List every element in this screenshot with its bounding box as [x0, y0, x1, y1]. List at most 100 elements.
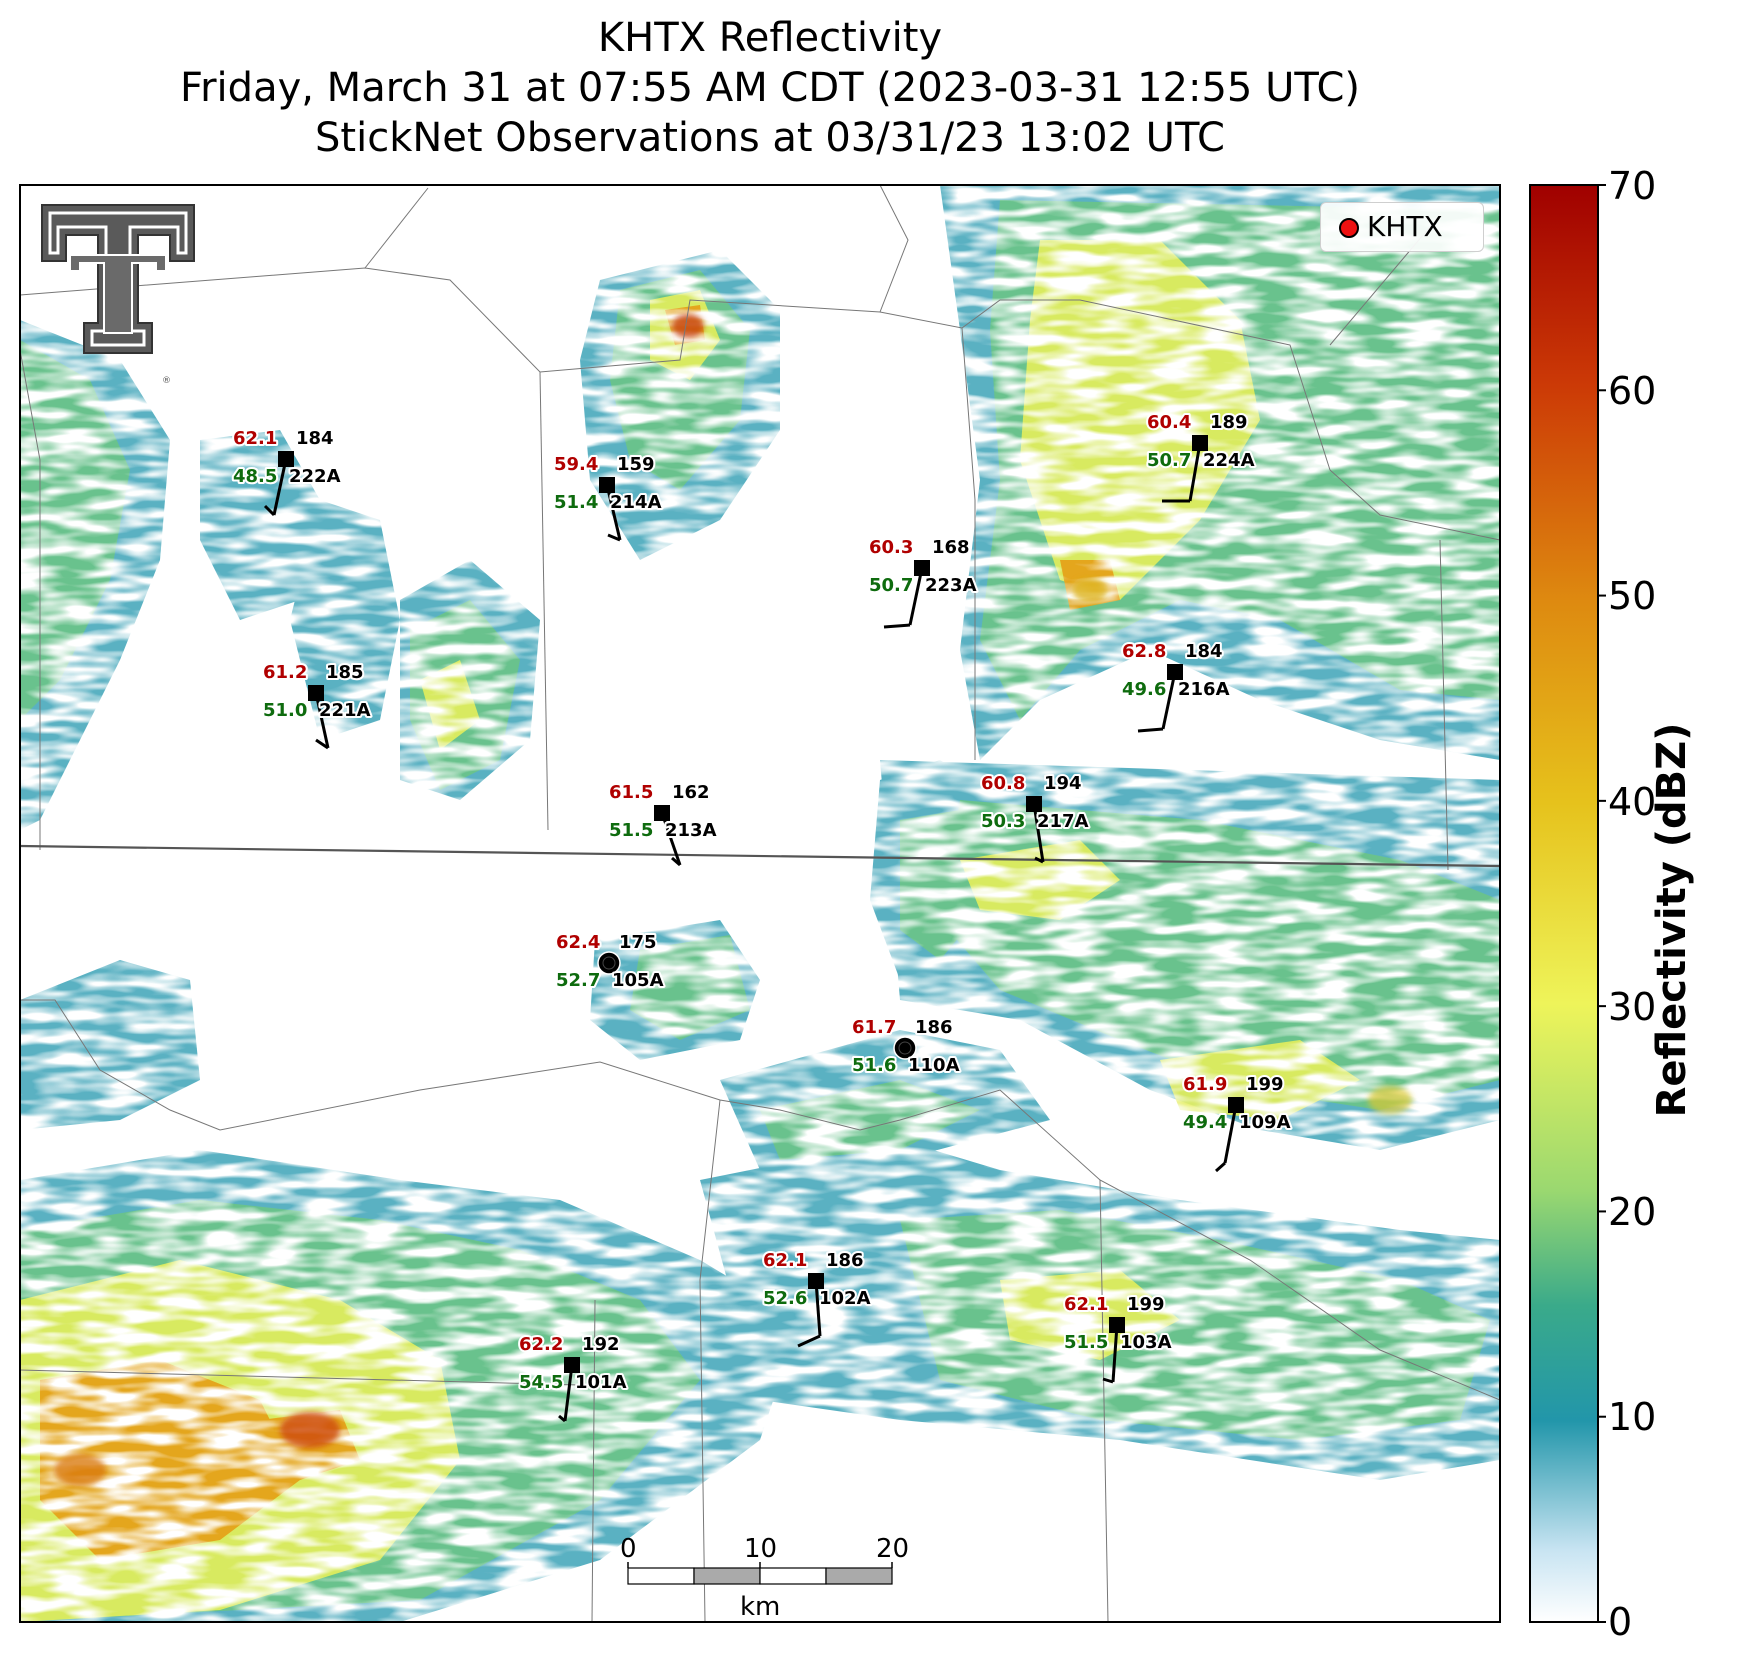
station-id: 216A: [1178, 679, 1230, 700]
svg-text:®: ®: [162, 376, 171, 386]
colorbar-tick-20: 20: [1608, 1190, 1657, 1234]
wind-barb-flag: [1215, 1161, 1226, 1173]
station-223A: 60.3 168 50.7 223A: [867, 535, 979, 629]
station-dewpoint: 48.5: [233, 466, 277, 487]
station-id: 221A: [319, 700, 371, 721]
station-marker-icon: [1167, 664, 1183, 680]
station-marker-icon: [1109, 1317, 1125, 1333]
wind-barb-flag: [671, 856, 681, 867]
reflectivity-layer: [20, 185, 1500, 1622]
station-wind-direction: 199: [1127, 1294, 1165, 1315]
scale-tick-0: 0: [620, 1534, 637, 1564]
colorbar: [1529, 184, 1606, 1623]
station-wind-direction: 192: [582, 1334, 620, 1355]
station-wind-direction: 194: [1044, 773, 1082, 794]
station-101A: 62.2 192 54.5 101A: [517, 1332, 629, 1423]
station-222A: 62.1 184 48.5 222A: [231, 426, 343, 517]
station-marker-icon: [1192, 435, 1208, 451]
texas-tech-double-t-logo: ®: [41, 204, 195, 386]
station-id: 102A: [819, 1288, 871, 1309]
colorbar-tick-10: 10: [1608, 1395, 1657, 1439]
scale-tick-20: 20: [876, 1534, 910, 1564]
station-id: 224A: [1203, 450, 1255, 471]
station-temperature: 60.3: [869, 537, 913, 558]
wind-barb: [814, 1280, 822, 1337]
station-marker-icon: [914, 560, 930, 576]
wind-barb-flag: [607, 533, 621, 542]
station-216A: 62.8 184 49.6 216A: [1120, 639, 1232, 733]
station-temperature: 62.4: [556, 932, 600, 953]
station-wind-direction: 159: [617, 454, 655, 475]
scale-unit: km: [740, 1592, 781, 1622]
station-213A: 61.5 162 51.5 213A: [607, 780, 719, 867]
wind-barb-flag: [263, 504, 276, 517]
legend: KHTX: [1320, 202, 1484, 252]
wind-barb-flag: [883, 623, 911, 629]
wind-barb-flag: [1034, 856, 1044, 864]
khtx-marker-icon: [1339, 218, 1359, 238]
station-temperature: 62.8: [1122, 641, 1166, 662]
station-calm-marker-icon: [597, 951, 621, 975]
station-id: 213A: [665, 820, 717, 841]
station-dewpoint: 50.7: [1147, 450, 1191, 471]
station-temperature: 59.4: [554, 454, 598, 475]
station-dewpoint: 54.5: [519, 1372, 563, 1393]
legend-label: KHTX: [1367, 210, 1443, 243]
station-marker-icon: [654, 805, 670, 821]
wind-barb: [660, 812, 682, 866]
station-dewpoint: 52.7: [556, 970, 600, 991]
wind-barb-flag: [797, 1334, 821, 1348]
station-temperature: 61.5: [609, 782, 653, 803]
station-marker-icon: [564, 1357, 580, 1373]
station-dewpoint: 51.0: [263, 700, 307, 721]
wind-barb: [908, 567, 924, 626]
wind-barb-flag: [315, 738, 329, 750]
calm-ring-icon: [898, 1041, 912, 1055]
station-temperature: 62.1: [233, 428, 277, 449]
station-id: 103A: [1120, 1332, 1172, 1353]
highway-line: [20, 844, 1500, 868]
station-214A: 59.4 159 51.4 214A: [552, 452, 664, 542]
scale-tick-10: 10: [744, 1534, 778, 1564]
station-wind-direction: 189: [1210, 412, 1248, 433]
station-221A: 61.2 185 51.0 221A: [261, 660, 373, 750]
station-temperature: 61.2: [263, 662, 307, 683]
scale-bar: [627, 1562, 893, 1585]
station-dewpoint: 51.5: [1064, 1332, 1108, 1353]
map-frame: [19, 184, 1501, 1623]
station-id: 222A: [289, 466, 341, 487]
title-line-2: Friday, March 31 at 07:55 AM CDT (2023-0…: [180, 65, 1360, 111]
station-110A: 61.7 186 51.6 110A: [850, 1015, 962, 1078]
wind-barb: [1032, 803, 1045, 863]
station-224A: 60.4 189 50.7 224A: [1145, 410, 1257, 503]
station-id: 105A: [612, 970, 664, 991]
colorbar-tick-70: 70: [1608, 164, 1657, 208]
title-line-1: KHTX Reflectivity: [597, 15, 943, 61]
station-marker-icon: [599, 477, 615, 493]
station-wind-direction: 175: [619, 932, 657, 953]
station-temperature: 61.7: [852, 1017, 896, 1038]
station-id: 217A: [1037, 811, 1089, 832]
station-105A: 62.4 175 52.7 105A: [554, 930, 666, 993]
calm-ring-icon: [602, 956, 616, 970]
station-marker-icon: [808, 1273, 824, 1289]
county-lines: [20, 185, 1500, 1622]
station-temperature: 62.1: [763, 1250, 807, 1271]
stations-layer: 62.1 184 48.5 222A 59.4 159 51.4 214A 60.3 168 50.…: [231, 410, 1293, 1423]
station-temperature: 60.4: [1147, 412, 1191, 433]
station-103A: 62.1 199 51.5 103A: [1062, 1292, 1174, 1384]
station-wind-direction: 184: [296, 428, 334, 449]
wind-barb: [272, 458, 288, 516]
station-temperature: 62.1: [1064, 1294, 1108, 1315]
station-dewpoint: 51.4: [554, 492, 598, 513]
station-dewpoint: 51.5: [609, 820, 653, 841]
station-calm-marker-icon: [893, 1036, 917, 1060]
station-wind-direction: 184: [1185, 641, 1223, 662]
station-id: 110A: [908, 1055, 960, 1076]
colorbar-tick-0: 0: [1608, 1600, 1633, 1644]
wind-barb: [1161, 671, 1177, 730]
station-dewpoint: 50.7: [869, 575, 913, 596]
wind-barb: [563, 1364, 574, 1422]
station-dewpoint: 52.6: [763, 1288, 807, 1309]
station-temperature: 60.8: [981, 773, 1025, 794]
